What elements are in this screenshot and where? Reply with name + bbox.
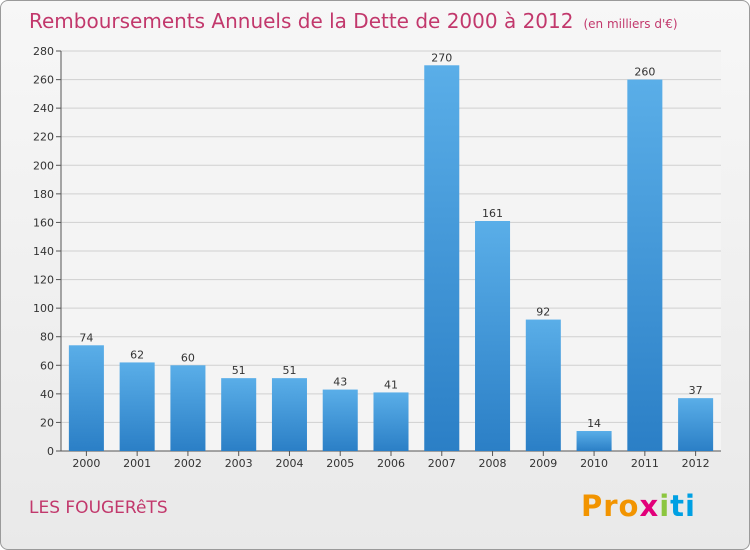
- bar-value-label: 62: [130, 348, 144, 361]
- chart-title: Remboursements Annuels de la Dette de 20…: [29, 9, 574, 33]
- y-tick-label: 0: [47, 445, 54, 458]
- x-tick-label: 2001: [123, 457, 151, 470]
- bar-value-label: 92: [536, 306, 550, 319]
- y-tick-label: 40: [40, 388, 54, 401]
- x-tick-label: 2012: [682, 457, 710, 470]
- bar: [221, 378, 257, 451]
- y-tick-label: 20: [40, 416, 54, 429]
- x-tick-label: 2006: [377, 457, 405, 470]
- logo-part: ti: [670, 489, 696, 523]
- proxiti-logo: Proxiti: [581, 489, 696, 523]
- y-tick-label: 200: [33, 159, 54, 172]
- x-tick-label: 2004: [275, 457, 303, 470]
- x-tick-label: 2003: [225, 457, 253, 470]
- bar: [678, 398, 714, 451]
- chart-title-block: Remboursements Annuels de la Dette de 20…: [29, 9, 678, 33]
- y-tick-label: 160: [33, 216, 54, 229]
- x-tick-label: 2009: [529, 457, 557, 470]
- bar-value-label: 51: [232, 364, 246, 377]
- y-tick-label: 120: [33, 274, 54, 287]
- logo-part: x: [639, 489, 660, 523]
- y-tick-label: 280: [33, 45, 54, 58]
- bar: [525, 319, 561, 451]
- y-tick-label: 80: [40, 331, 54, 344]
- bar-value-label: 161: [482, 207, 503, 220]
- bar-value-label: 260: [634, 66, 655, 79]
- x-tick-label: 2002: [174, 457, 202, 470]
- bar-value-label: 41: [384, 378, 398, 391]
- bar-value-label: 51: [282, 364, 296, 377]
- y-tick-label: 180: [33, 188, 54, 201]
- bar: [271, 378, 307, 451]
- x-tick-label: 2010: [580, 457, 608, 470]
- bar-value-label: 270: [431, 51, 452, 64]
- y-tick-label: 140: [33, 245, 54, 258]
- bar: [627, 79, 663, 452]
- town-name: LES FOUGERêTS: [29, 498, 168, 518]
- x-tick-label: 2008: [479, 457, 507, 470]
- bar-value-label: 74: [79, 331, 93, 344]
- y-tick-label: 220: [33, 131, 54, 144]
- bar: [170, 365, 206, 451]
- bar: [322, 389, 358, 451]
- bar: [119, 362, 155, 451]
- bar-value-label: 60: [181, 351, 195, 364]
- bar-value-label: 37: [689, 384, 703, 397]
- y-tick-label: 240: [33, 102, 54, 115]
- bar: [424, 65, 460, 452]
- bar: [68, 345, 104, 451]
- bar: [475, 221, 511, 451]
- bar-value-label: 43: [333, 376, 347, 389]
- x-tick-label: 2011: [631, 457, 659, 470]
- bar: [576, 431, 612, 451]
- y-tick-label: 60: [40, 359, 54, 372]
- y-tick-label: 100: [33, 302, 54, 315]
- y-tick-label: 260: [33, 74, 54, 87]
- x-tick-label: 2000: [72, 457, 100, 470]
- chart-subtitle: (en milliers d'€): [583, 17, 678, 31]
- logo-part: Pro: [581, 489, 640, 523]
- bar: [373, 392, 409, 451]
- x-tick-label: 2005: [326, 457, 354, 470]
- logo-part: i: [659, 489, 671, 523]
- x-tick-label: 2007: [428, 457, 456, 470]
- bar-value-label: 14: [587, 417, 601, 430]
